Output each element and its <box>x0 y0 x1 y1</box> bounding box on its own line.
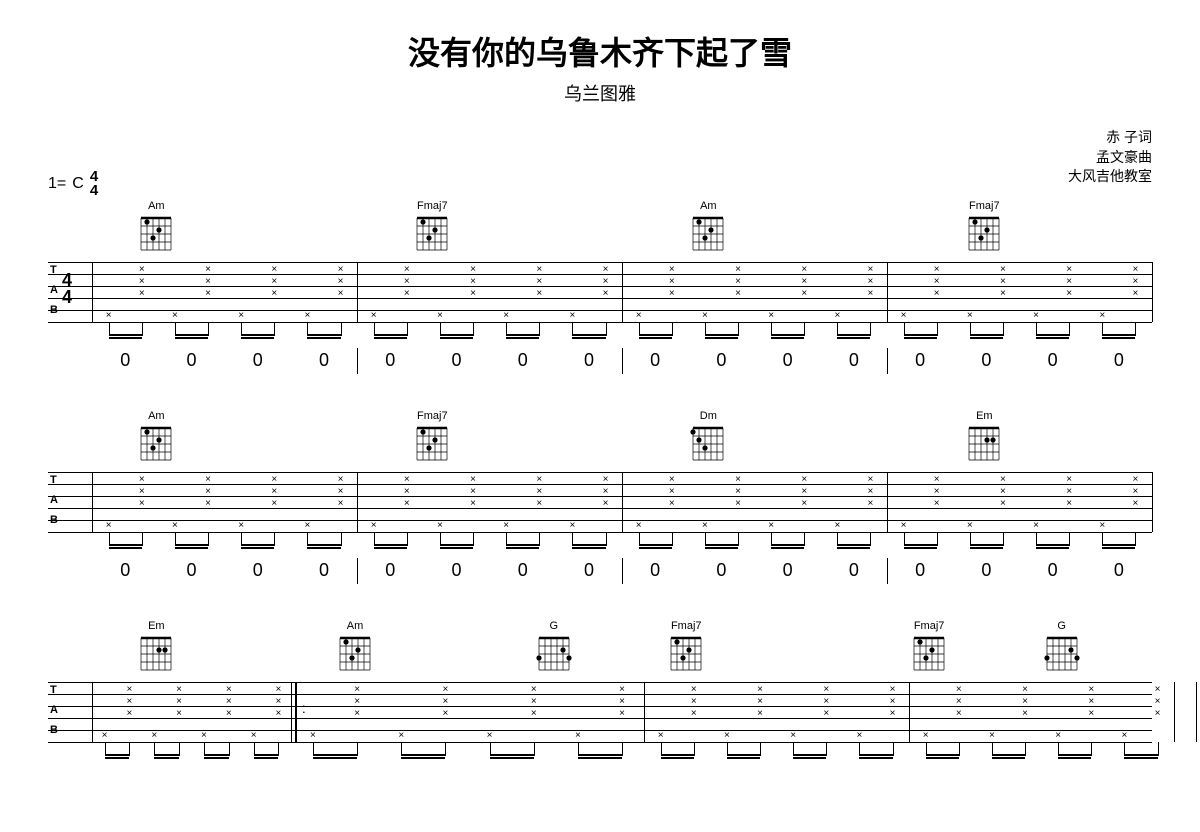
chord-name: Fmaj7 <box>412 200 452 212</box>
artist-name: 乌兰图雅 <box>0 80 1200 106</box>
tab-staff: TAB×××××××××××××××××××××××××××××××××××××… <box>48 466 1152 538</box>
chord-name: Em <box>136 620 176 632</box>
key-signature: 1= C 4 4 <box>48 170 98 197</box>
chord-name: G <box>534 620 574 632</box>
chord-name: Am <box>688 200 728 212</box>
rest-zero: 0 <box>319 560 329 581</box>
rest-zero: 0 <box>385 560 395 581</box>
rest-zero: 0 <box>650 560 660 581</box>
rest-zero: 0 <box>716 560 726 581</box>
chord-diagram: Am <box>688 200 728 259</box>
key-prefix: 1= <box>48 175 66 193</box>
chord-name: Am <box>335 620 375 632</box>
rest-zero: 0 <box>518 560 528 581</box>
chord-diagram: Am <box>335 620 375 679</box>
rest-zero: 0 <box>1048 350 1058 371</box>
tab-staff: TAB44×××××××××××××××××××××××××××××××××××… <box>48 256 1152 328</box>
rest-zero: 0 <box>385 350 395 371</box>
time-signature: 4 4 <box>90 170 98 197</box>
chord-name: G <box>1042 620 1082 632</box>
rest-zero: 0 <box>981 350 991 371</box>
rest-zero: 0 <box>584 350 594 371</box>
chord-diagram: Fmaj7 <box>412 200 452 259</box>
chord-diagram: Em <box>136 620 176 679</box>
staff-system-1: Am Fmaj7 Am Fmaj7 TAB44×××××××××××××××××××××… <box>48 200 1152 390</box>
rest-zero: 0 <box>849 560 859 581</box>
rest-zero: 0 <box>849 350 859 371</box>
chord-row: Am Fmaj7 Dm Em <box>48 410 1152 466</box>
rest-zero: 0 <box>120 560 130 581</box>
rest-zero: 0 <box>915 560 925 581</box>
chord-name: Am <box>136 200 176 212</box>
rest-zero: 0 <box>783 350 793 371</box>
chord-diagram: Fmaj7 <box>666 620 706 679</box>
notation-layer: ××××××××××××××××××××××××××××××××××××××××… <box>48 676 1152 748</box>
notation-layer: ××××××××××××××××××××××××××××××××××××××××… <box>48 256 1152 328</box>
rest-zero: 0 <box>518 350 528 371</box>
rest-zero: 0 <box>253 560 263 581</box>
rest-zero: 0 <box>1114 350 1124 371</box>
chord-name: Dm <box>688 410 728 422</box>
staff-system-2: Am Fmaj7 Dm Em TAB××××××××××××××××××××××××××… <box>48 410 1152 600</box>
chord-diagram: Fmaj7 <box>909 620 949 679</box>
lyricist: 赤 子词 <box>1068 128 1152 148</box>
barline <box>1152 472 1153 532</box>
rest-zero: 0 <box>319 350 329 371</box>
rest-zero: 0 <box>783 560 793 581</box>
barline <box>1196 682 1197 742</box>
rest-zero: 0 <box>716 350 726 371</box>
rest-zero: 0 <box>451 350 461 371</box>
rest-barline <box>622 558 623 584</box>
rest-barline <box>622 348 623 374</box>
chord-diagram: Dm <box>688 410 728 469</box>
rest-zero: 0 <box>1048 560 1058 581</box>
chord-diagram: Fmaj7 <box>964 200 1004 259</box>
rest-zero: 0 <box>584 560 594 581</box>
rest-barline <box>887 558 888 584</box>
rest-zero: 0 <box>187 560 197 581</box>
chord-name: Fmaj7 <box>666 620 706 632</box>
chord-row: Em Am G Fmaj7 Fmaj7 G <box>48 620 1152 676</box>
barline <box>1174 682 1175 742</box>
chord-diagram: Em <box>964 410 1004 469</box>
rest-zero: 0 <box>120 350 130 371</box>
chord-row: Am Fmaj7 Am Fmaj7 <box>48 200 1152 256</box>
staff-system-3: Em Am G Fmaj7 Fmaj7 G TAB×××××××××××××××××××××… <box>48 620 1152 748</box>
rest-zero: 0 <box>650 350 660 371</box>
repeat-start <box>295 682 297 742</box>
barline <box>1152 262 1153 322</box>
rest-zero: 0 <box>187 350 197 371</box>
chord-diagram: G <box>534 620 574 679</box>
tab-staff: TAB×××××××××××××××××××××××××××××××××××××… <box>48 676 1152 748</box>
chord-diagram: Am <box>136 200 176 259</box>
chord-name: Fmaj7 <box>412 410 452 422</box>
rest-zero: 0 <box>1114 560 1124 581</box>
rest-notation-row: 0 0 0 0 0 0 0 0 0 0 0 0 0 0 0 0 <box>48 560 1152 600</box>
rest-zero: 0 <box>451 560 461 581</box>
key-letter: C <box>72 175 84 193</box>
credits-block: 赤 子词 孟文豪曲 大风吉他教室 <box>1068 128 1152 187</box>
chord-name: Fmaj7 <box>964 200 1004 212</box>
notation-layer: ××××××××××××××××××××××××××××××××××××××××… <box>48 466 1152 538</box>
rest-notation-row: 0 0 0 0 0 0 0 0 0 0 0 0 0 0 0 0 <box>48 350 1152 390</box>
chord-diagram: G <box>1042 620 1082 679</box>
arranger: 大风吉他教室 <box>1068 167 1152 187</box>
chord-diagram: Am <box>136 410 176 469</box>
rest-zero: 0 <box>981 560 991 581</box>
rest-barline <box>887 348 888 374</box>
rest-barline <box>357 558 358 584</box>
rest-zero: 0 <box>253 350 263 371</box>
chord-name: Em <box>964 410 1004 422</box>
rest-zero: 0 <box>915 350 925 371</box>
chord-name: Fmaj7 <box>909 620 949 632</box>
chord-diagram: Fmaj7 <box>412 410 452 469</box>
composer: 孟文豪曲 <box>1068 148 1152 168</box>
chord-name: Am <box>136 410 176 422</box>
song-title: 没有你的乌鲁木齐下起了雪 <box>0 28 1200 74</box>
rest-barline <box>357 348 358 374</box>
